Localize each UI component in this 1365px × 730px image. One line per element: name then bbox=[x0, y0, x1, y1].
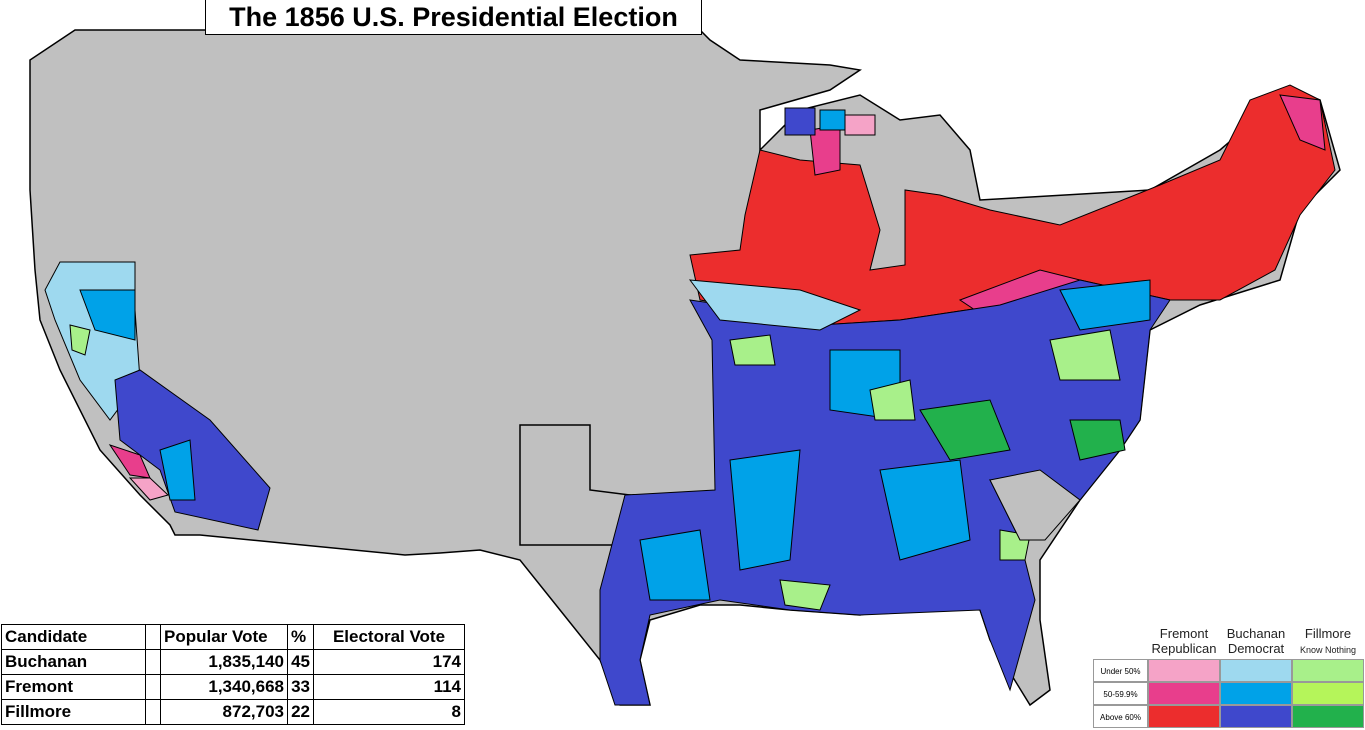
region-fillmore-dark bbox=[1069, 419, 1126, 461]
legend-header: Fremont Republican bbox=[1148, 626, 1220, 656]
legend-candidate: Fillmore bbox=[1304, 626, 1352, 641]
legend-candidate: Buchanan bbox=[1226, 626, 1286, 641]
region-buchanan-mid bbox=[79, 289, 136, 341]
legend-swatch bbox=[1148, 705, 1220, 728]
region-buchanan-mid bbox=[159, 439, 196, 501]
table-cell: 1,340,668 bbox=[160, 674, 288, 700]
region-fillmore-light bbox=[69, 324, 91, 356]
region-buchanan-dark bbox=[114, 369, 271, 531]
legend-swatch bbox=[1220, 682, 1292, 705]
region-buchanan-mid bbox=[639, 529, 711, 601]
header-cell: Candidate bbox=[1, 624, 146, 650]
legend-header: Fillmore Know Nothing bbox=[1292, 626, 1364, 658]
legend-header: Buchanan Democrat bbox=[1220, 626, 1292, 656]
region-buchanan-light bbox=[688, 279, 862, 331]
region-fremont-light bbox=[844, 114, 876, 136]
south-carolina bbox=[989, 469, 1081, 541]
table-cell: 33 bbox=[287, 674, 314, 700]
region-buchanan-dark bbox=[784, 107, 816, 136]
region-fillmore-light bbox=[729, 334, 776, 366]
table-cell: 1,835,140 bbox=[160, 649, 288, 675]
region-fremont-mid bbox=[1279, 94, 1326, 151]
region-buchanan-mid bbox=[819, 109, 846, 131]
region-fillmore-light bbox=[779, 579, 831, 611]
spacer-cell bbox=[145, 624, 161, 650]
region-buchanan-mid bbox=[879, 459, 971, 561]
title: The 1856 U.S. Presidential Election bbox=[205, 0, 702, 35]
legend-party: Know Nothing bbox=[1299, 645, 1357, 655]
table-header: Candidate Popular Vote % Electoral Vote bbox=[1, 624, 465, 650]
table-row: Buchanan 1,835,140 45 174 bbox=[1, 649, 465, 675]
table-cell: Fillmore bbox=[1, 699, 146, 725]
legend-row-label: Under 50% bbox=[1093, 659, 1148, 682]
table-cell: Buchanan bbox=[1, 649, 146, 675]
table-cell: 872,703 bbox=[160, 699, 288, 725]
region-fillmore-light bbox=[1049, 329, 1121, 381]
region-fillmore-light bbox=[869, 379, 916, 421]
region-buchanan-mid bbox=[729, 449, 801, 571]
header-cell: Popular Vote bbox=[160, 624, 288, 650]
legend-swatch bbox=[1220, 705, 1292, 728]
table-cell: 8 bbox=[313, 699, 465, 725]
table-cell: 22 bbox=[287, 699, 314, 725]
legend-swatch bbox=[1148, 659, 1220, 682]
spacer-cell bbox=[145, 649, 161, 675]
legend-party: Republican bbox=[1151, 641, 1217, 656]
legend-swatch bbox=[1220, 659, 1292, 682]
legend-swatch bbox=[1148, 682, 1220, 705]
region-fremont-light bbox=[128, 477, 169, 501]
header-cell: Electoral Vote bbox=[313, 624, 465, 650]
region-fillmore-dark bbox=[919, 399, 1011, 461]
legend-candidate: Fremont bbox=[1159, 626, 1209, 641]
legend-row-label: Above 60% bbox=[1093, 705, 1148, 728]
spacer-cell bbox=[145, 699, 161, 725]
spacer-cell bbox=[145, 674, 161, 700]
table-cell: Fremont bbox=[1, 674, 146, 700]
region-buchanan-mid bbox=[1059, 279, 1151, 331]
header-cell: % bbox=[287, 624, 314, 650]
legend-party: Democrat bbox=[1227, 641, 1285, 656]
table-cell: 45 bbox=[287, 649, 314, 675]
table-row: Fremont 1,340,668 33 114 bbox=[1, 674, 465, 700]
results-table: Candidate Popular Vote % Electoral Vote … bbox=[1, 624, 465, 725]
table-row: Fillmore 872,703 22 8 bbox=[1, 699, 465, 725]
legend-row-label: 50-59.9% bbox=[1093, 682, 1148, 705]
table-cell: 174 bbox=[313, 649, 465, 675]
legend-swatch bbox=[1292, 705, 1364, 728]
legend-swatch bbox=[1292, 682, 1364, 705]
table-cell: 114 bbox=[313, 674, 465, 700]
legend: Fremont Republican Buchanan Democrat Fillmor… bbox=[1093, 626, 1365, 730]
legend-swatch bbox=[1292, 659, 1364, 682]
